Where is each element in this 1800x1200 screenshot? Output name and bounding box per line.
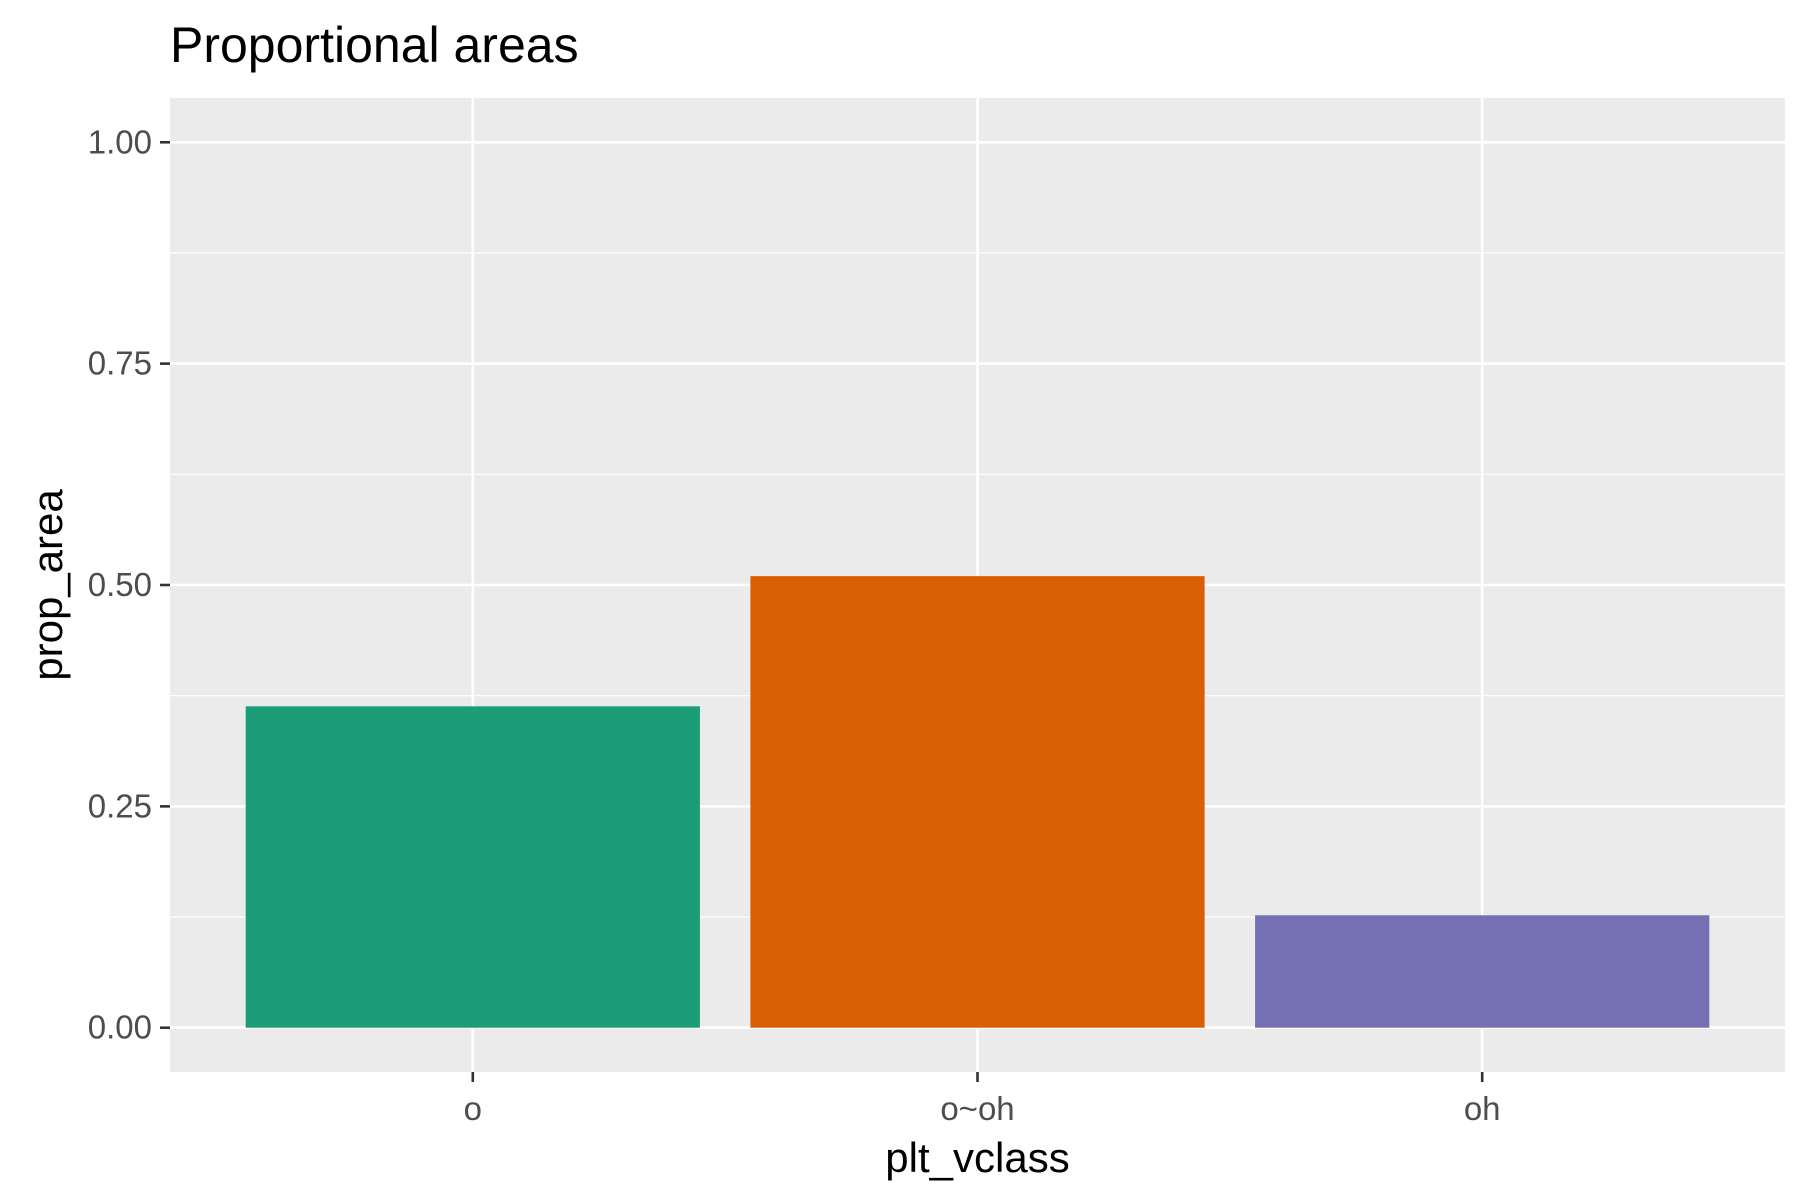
y-axis: 0.00 0.25 0.50 0.75 1.00 bbox=[88, 123, 170, 1046]
chart-title: Proportional areas bbox=[170, 17, 579, 73]
y-tick-label: 0.75 bbox=[88, 345, 152, 382]
bars bbox=[245, 576, 1710, 1028]
y-tick-label: 0.00 bbox=[88, 1009, 152, 1046]
x-tick-label: o~oh bbox=[940, 1090, 1014, 1127]
bar-oh bbox=[1255, 915, 1710, 1028]
y-axis-title: prop_area bbox=[24, 489, 71, 681]
y-tick-label: 1.00 bbox=[88, 123, 152, 160]
y-tick-label: 0.25 bbox=[88, 787, 152, 824]
bar-o~oh bbox=[750, 576, 1205, 1028]
bar-o bbox=[245, 706, 700, 1028]
x-axis-title: plt_vclass bbox=[885, 1134, 1069, 1181]
x-axis: o o~oh oh bbox=[464, 1072, 1501, 1127]
y-tick-label: 0.50 bbox=[88, 566, 152, 603]
x-tick-label: o bbox=[464, 1090, 482, 1127]
x-tick-label: oh bbox=[1464, 1090, 1501, 1127]
